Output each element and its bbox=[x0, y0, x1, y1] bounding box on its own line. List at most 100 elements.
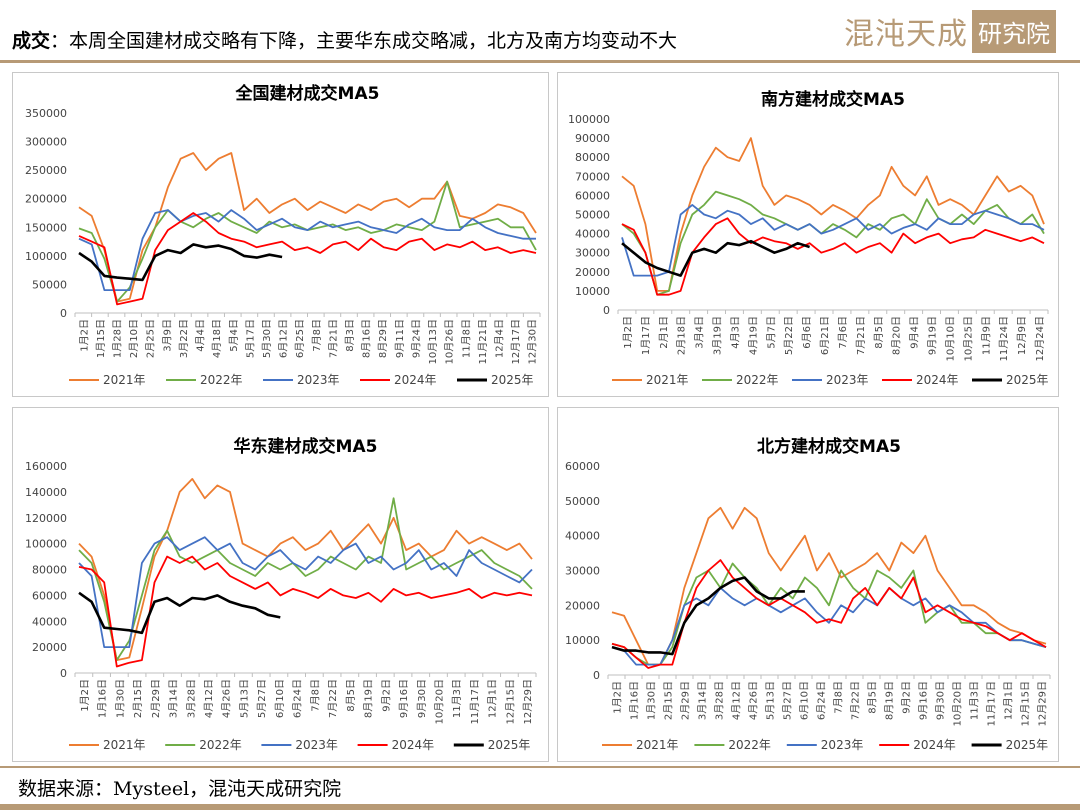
series-line-2021年 bbox=[611, 506, 1047, 666]
x-tick-label: 11月3日 bbox=[451, 679, 463, 718]
y-tick-label: 300000 bbox=[25, 136, 67, 149]
x-tick-label: 8月5日 bbox=[345, 679, 357, 712]
y-tick-label: 10000 bbox=[575, 285, 610, 298]
x-tick-label: 1月17日 bbox=[640, 316, 652, 355]
y-tick-label: 160000 bbox=[25, 460, 67, 473]
x-tick-label: 2月25日 bbox=[145, 319, 157, 358]
x-tick-label: 7月21日 bbox=[327, 319, 339, 358]
series-line-2024年 bbox=[78, 212, 537, 306]
x-tick-label: 5月4日 bbox=[228, 319, 240, 352]
x-tick-label: 3月9日 bbox=[161, 319, 173, 352]
legend-label: 2025年 bbox=[488, 738, 531, 752]
x-tick-label: 5月22日 bbox=[783, 316, 795, 355]
x-tick-label: 8月16日 bbox=[361, 319, 373, 358]
series-line-2023年 bbox=[621, 204, 1045, 277]
x-tick-label: 9月16日 bbox=[398, 679, 410, 718]
y-tick-label: 100000 bbox=[25, 250, 67, 263]
x-tick-label: 1月16日 bbox=[629, 681, 641, 720]
legend-label: 2025年 bbox=[491, 373, 534, 387]
x-tick-label: 5月17日 bbox=[244, 319, 256, 358]
x-tick-label: 8月5日 bbox=[873, 316, 885, 349]
x-tick-label: 4月12日 bbox=[203, 679, 215, 718]
series-line-2022年 bbox=[78, 497, 533, 661]
x-tick-label: 12月9日 bbox=[1016, 316, 1028, 355]
x-tick-label: 3月14日 bbox=[697, 681, 709, 720]
y-tick-label: 90000 bbox=[575, 132, 610, 145]
legend-label: 2022年 bbox=[200, 373, 243, 387]
x-tick-label: 6月25日 bbox=[294, 319, 306, 358]
x-tick-label: 5月27日 bbox=[256, 679, 268, 718]
legend-label: 2024年 bbox=[916, 373, 959, 387]
y-tick-label: 20000 bbox=[575, 266, 610, 279]
x-tick-label: 1月2日 bbox=[622, 316, 634, 349]
x-tick-label: 2月10日 bbox=[128, 319, 140, 358]
x-tick-label: 8月3日 bbox=[344, 319, 356, 352]
x-tick-label: 5月7日 bbox=[765, 316, 777, 349]
y-tick-label: 60000 bbox=[575, 189, 610, 202]
x-tick-label: 9月11日 bbox=[394, 319, 406, 358]
legend-label: 2021年 bbox=[103, 738, 146, 752]
x-tick-label: 11月3日 bbox=[969, 681, 981, 720]
x-tick-label: 9月30日 bbox=[935, 681, 947, 720]
legend-label: 2023年 bbox=[295, 738, 338, 752]
legend-label: 2022年 bbox=[199, 738, 242, 752]
x-tick-label: 12月30日 bbox=[527, 319, 539, 364]
x-tick-label: 11月17日 bbox=[469, 679, 481, 724]
x-tick-label: 12月29日 bbox=[1037, 681, 1049, 726]
headline: 成交：本周全国建材成交略有下降，主要华东成交略减，北方及南方均变动不大 bbox=[12, 26, 677, 53]
chart-east: 华东建材成交MA5 0 20000 40000 60000 80000 100000 1200… bbox=[25, 436, 537, 752]
x-tick-label: 1月2日 bbox=[612, 681, 624, 714]
header-divider bbox=[0, 60, 1080, 63]
x-tick-label: 4月4日 bbox=[195, 319, 207, 352]
x-tick-label: 5月30日 bbox=[261, 319, 273, 358]
x-tick-label: 12月24日 bbox=[1034, 316, 1046, 361]
chart-south: 南方建材成交MA5 0 10000 20000 30000 40000 50000 60000… bbox=[568, 89, 1049, 387]
x-tick-label: 4月12日 bbox=[731, 681, 743, 720]
legend-label: 2025年 bbox=[1006, 738, 1049, 752]
y-tick-label: 20000 bbox=[32, 641, 67, 654]
legend-label: 2022年 bbox=[728, 738, 771, 752]
chart-title: 北方建材成交MA5 bbox=[757, 436, 901, 457]
source-note: 数据来源：Mysteel，混沌天成研究院 bbox=[18, 778, 342, 800]
legend-label: 2024年 bbox=[394, 373, 437, 387]
x-tick-label: 11月21日 bbox=[477, 319, 489, 364]
x-tick-label: 3月22日 bbox=[178, 319, 190, 358]
x-tick-label: 8月19日 bbox=[884, 681, 896, 720]
x-tick-label: 3月4日 bbox=[694, 316, 706, 349]
series-line-2024年 bbox=[78, 555, 533, 668]
x-tick-label: 1月30日 bbox=[646, 681, 658, 720]
x-tick-label: 2月18日 bbox=[676, 316, 688, 355]
series-line-2022年 bbox=[621, 190, 1045, 296]
x-tick-label: 2月15日 bbox=[132, 679, 144, 718]
x-tick-label: 12月15日 bbox=[1020, 681, 1032, 726]
x-tick-label: 1月30日 bbox=[114, 679, 126, 718]
y-tick-label: 80000 bbox=[32, 564, 67, 577]
x-tick-label: 3月28日 bbox=[714, 681, 726, 720]
y-tick-label: 0 bbox=[593, 669, 600, 682]
x-tick-label: 9月2日 bbox=[901, 681, 913, 714]
chart-title: 全国建材成交MA5 bbox=[235, 83, 380, 104]
x-tick-label: 1月2日 bbox=[78, 319, 90, 352]
legend-label: 2023年 bbox=[821, 738, 864, 752]
x-tick-label: 2月29日 bbox=[150, 679, 162, 718]
y-tick-label: 80000 bbox=[575, 151, 610, 164]
x-tick-label: 8月19日 bbox=[363, 679, 375, 718]
x-tick-label: 1月2日 bbox=[79, 679, 91, 712]
x-tick-label: 12月15日 bbox=[504, 679, 516, 724]
y-tick-label: 20000 bbox=[565, 599, 600, 612]
logo: 混沌天成 研究院 bbox=[844, 9, 1056, 53]
y-tick-label: 140000 bbox=[25, 486, 67, 499]
x-tick-label: 9月24日 bbox=[410, 319, 422, 358]
x-tick-label: 4月3日 bbox=[729, 316, 741, 349]
y-tick-label: 70000 bbox=[575, 170, 610, 183]
y-tick-label: 40000 bbox=[565, 530, 600, 543]
legend-label: 2025年 bbox=[1006, 373, 1049, 387]
x-tick-label: 6月10日 bbox=[274, 679, 286, 718]
legend-label: 2024年 bbox=[392, 738, 435, 752]
x-tick-label: 1月28日 bbox=[112, 319, 124, 358]
x-tick-label: 1月16日 bbox=[97, 679, 109, 718]
legend-label: 2024年 bbox=[913, 738, 956, 752]
x-tick-label: 3月19日 bbox=[712, 316, 724, 355]
y-tick-label: 0 bbox=[603, 304, 610, 317]
x-tick-label: 5月13日 bbox=[765, 681, 777, 720]
